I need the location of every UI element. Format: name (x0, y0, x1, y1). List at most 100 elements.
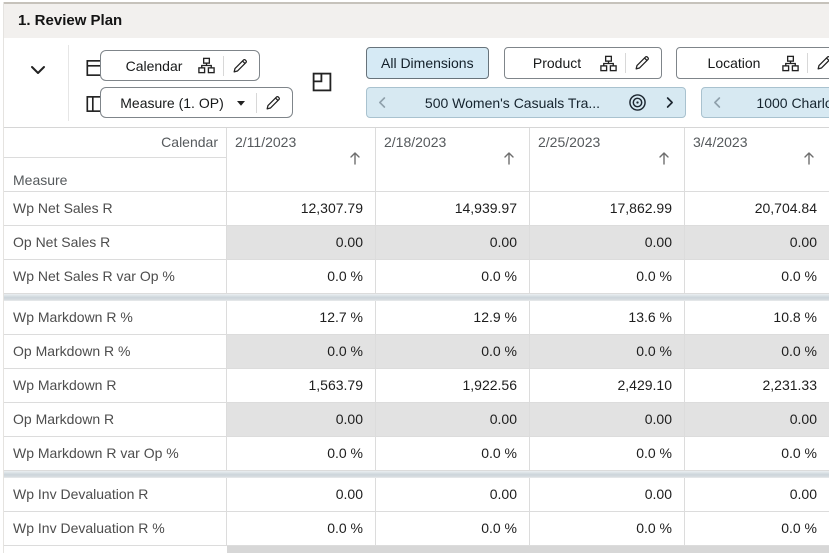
location-member-label: 1000 Charlot (756, 94, 829, 111)
value-cell[interactable]: 0.0 % (685, 437, 829, 471)
location-dimension-button[interactable]: Location (676, 47, 829, 79)
column-header[interactable]: 3/4/2023 (685, 128, 829, 192)
all-dimensions-toggle[interactable]: All Dimensions (366, 47, 489, 79)
value-cell[interactable]: 0.00 (227, 226, 376, 260)
product-member-tile[interactable]: 500 Women's Casuals Tra... (366, 87, 686, 118)
edit-pencil-icon[interactable] (231, 57, 249, 75)
pivot-grid: Calendar Measure 2/11/2023 2/18/2023 2/2… (4, 127, 829, 546)
value-cell[interactable]: 0.00 (530, 226, 685, 260)
value-cell[interactable]: 0.0 % (376, 437, 530, 471)
row-header[interactable]: Wp Inv Devaluation R % (4, 512, 227, 546)
view-title: 1. Review Plan (18, 12, 123, 29)
panel-left-border (3, 2, 4, 553)
column-header[interactable]: 2/11/2023 (227, 128, 376, 192)
value-cell[interactable]: 0.0 % (530, 260, 685, 294)
button-separator (807, 53, 808, 73)
row-header[interactable]: Wp Markdown R % (4, 301, 227, 335)
value-cell[interactable]: 0.00 (530, 403, 685, 437)
cols-dimension-button-measure[interactable]: Measure (1. OP) (100, 87, 293, 118)
row-header[interactable]: Wp Net Sales R (4, 192, 227, 226)
value-cell[interactable]: 2,429.10 (530, 369, 685, 403)
row-header[interactable]: Wp Inv Devaluation R (4, 478, 227, 512)
column-header-label: 3/4/2023 (693, 134, 748, 150)
value-cell[interactable]: 0.00 (376, 226, 530, 260)
value-cell[interactable]: 0.0 % (376, 512, 530, 546)
measure-group-separator (4, 294, 829, 301)
value-cell[interactable]: 0.0 % (530, 437, 685, 471)
value-cell[interactable]: 1,922.56 (376, 369, 530, 403)
value-cell[interactable]: 0.0 % (376, 260, 530, 294)
value-cell[interactable]: 0.0 % (376, 335, 530, 369)
previous-member-icon[interactable] (702, 95, 733, 110)
value-cell[interactable]: 0.00 (227, 403, 376, 437)
sort-ascending-icon[interactable] (502, 151, 516, 166)
value-cell[interactable]: 0.0 % (685, 512, 829, 546)
measure-group-separator (4, 471, 829, 478)
value-cell[interactable]: 0.00 (685, 403, 829, 437)
value-cell[interactable]: 0.0 % (227, 512, 376, 546)
rows-dimension-label: Calendar (125, 57, 183, 74)
value-cell[interactable]: 12.7 % (227, 301, 376, 335)
value-cell[interactable]: 0.0 % (227, 437, 376, 471)
caret-down-icon[interactable] (233, 95, 249, 111)
value-cell[interactable]: 0.00 (530, 478, 685, 512)
chevron-down-icon (28, 60, 48, 80)
button-separator (625, 53, 626, 73)
view-titlebar: 1. Review Plan (4, 2, 829, 38)
value-cell[interactable]: 0.00 (376, 478, 530, 512)
sort-ascending-icon[interactable] (802, 151, 816, 166)
row-header[interactable]: Wp Markdown R var Op % (4, 437, 227, 471)
value-cell[interactable]: 0.0 % (530, 335, 685, 369)
toolbar-divider (68, 45, 69, 121)
grid-corner-cell: Calendar Measure (4, 128, 227, 192)
edit-pencil-icon[interactable] (264, 94, 282, 112)
value-cell[interactable]: 1,563.79 (227, 369, 376, 403)
collapse-toolbar-button[interactable] (28, 60, 48, 80)
value-cell[interactable]: 20,704.84 (685, 192, 829, 226)
row-header[interactable]: Op Net Sales R (4, 226, 227, 260)
column-header[interactable]: 2/18/2023 (376, 128, 530, 192)
sort-ascending-icon[interactable] (348, 151, 362, 166)
value-cell[interactable]: 12.9 % (376, 301, 530, 335)
value-cell[interactable]: 0.0 % (685, 335, 829, 369)
value-cell[interactable]: 0.0 % (685, 260, 829, 294)
value-cell[interactable]: 13.6 % (530, 301, 685, 335)
hierarchy-icon[interactable] (781, 54, 800, 73)
row-header[interactable]: Wp Markdown R (4, 369, 227, 403)
horizontal-scrollbar[interactable] (227, 546, 829, 553)
value-cell[interactable]: 0.0 % (227, 260, 376, 294)
page-layout-icon[interactable] (310, 70, 334, 94)
hierarchy-icon[interactable] (599, 54, 618, 73)
value-cell[interactable]: 0.00 (685, 226, 829, 260)
sort-ascending-icon[interactable] (657, 151, 671, 166)
row-header[interactable]: Op Markdown R (4, 403, 227, 437)
value-cell[interactable]: 10.8 % (685, 301, 829, 335)
column-header-label: 2/18/2023 (384, 134, 447, 150)
value-cell[interactable]: 0.00 (227, 478, 376, 512)
target-scope-icon[interactable] (627, 92, 654, 113)
value-cell[interactable]: 0.0 % (530, 512, 685, 546)
product-dimension-button[interactable]: Product (504, 47, 662, 79)
value-cell[interactable]: 0.00 (685, 478, 829, 512)
hierarchy-icon[interactable] (197, 56, 216, 75)
row-header[interactable]: Op Markdown R % (4, 335, 227, 369)
value-cell[interactable]: 0.00 (376, 403, 530, 437)
button-separator (223, 55, 224, 76)
edit-pencil-icon[interactable] (633, 54, 651, 72)
button-separator (256, 92, 257, 113)
previous-member-icon[interactable] (367, 95, 398, 110)
value-cell[interactable]: 2,231.33 (685, 369, 829, 403)
column-header[interactable]: 2/25/2023 (530, 128, 685, 192)
rows-dimension-button-calendar[interactable]: Calendar (100, 50, 260, 81)
location-member-tile[interactable]: 1000 Charlot (701, 87, 829, 118)
value-cell[interactable]: 0.0 % (227, 335, 376, 369)
value-cell[interactable]: 14,939.97 (376, 192, 530, 226)
next-member-icon[interactable] (654, 95, 685, 110)
value-cell[interactable]: 17,862.99 (530, 192, 685, 226)
product-member-label: 500 Women's Casuals Tra... (424, 94, 601, 111)
row-header[interactable]: Wp Net Sales R var Op % (4, 260, 227, 294)
location-dimension-label: Location (707, 55, 761, 71)
edit-pencil-icon[interactable] (815, 54, 829, 72)
value-cell[interactable]: 12,307.79 (227, 192, 376, 226)
